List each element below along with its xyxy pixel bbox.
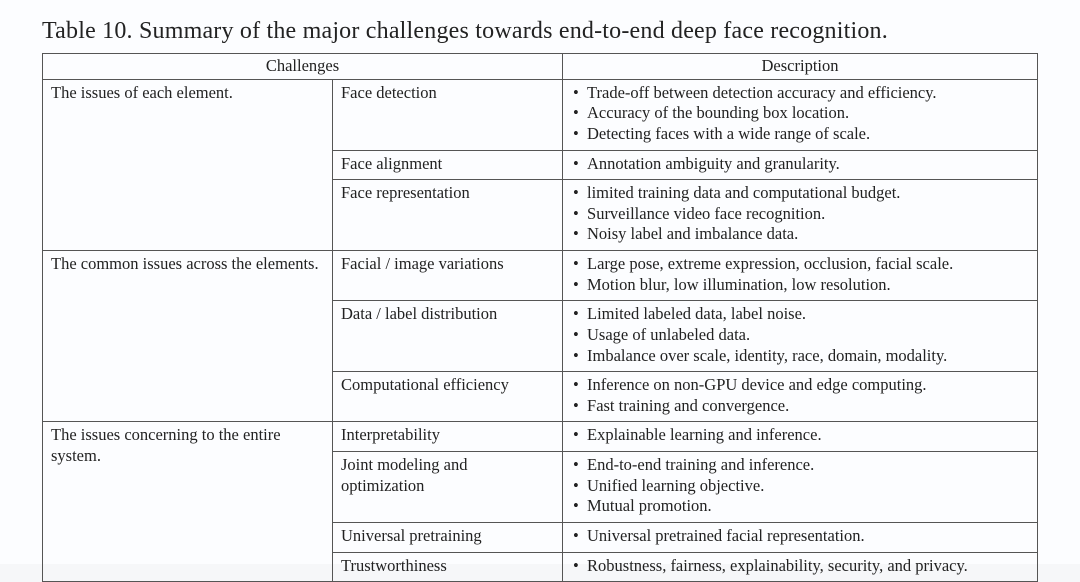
description-item: Annotation ambiguity and granularity. xyxy=(571,154,1029,175)
description-cell: limited training data and computational … xyxy=(563,180,1038,251)
description-list: Annotation ambiguity and granularity. xyxy=(571,154,1029,175)
group-label: The issues concerning to the entire syst… xyxy=(51,425,281,465)
challenge-label: Data / label distribution xyxy=(341,304,497,323)
challenge-label: Face alignment xyxy=(341,154,442,173)
description-item: Accuracy of the bounding box location. xyxy=(571,103,1029,124)
description-item: Explainable learning and inference. xyxy=(571,425,1029,446)
description-cell: Inference on non-GPU device and edge com… xyxy=(563,372,1038,422)
description-list: Large pose, extreme expression, occlusio… xyxy=(571,254,1029,295)
description-list: Explainable learning and inference. xyxy=(571,425,1029,446)
table-body: The issues of each element. Face detectio… xyxy=(43,79,1038,582)
description-item: Inference on non-GPU device and edge com… xyxy=(571,375,1029,396)
description-cell: Trade-off between detection accuracy and… xyxy=(563,79,1038,150)
description-cell: Annotation ambiguity and granularity. xyxy=(563,150,1038,180)
description-list: Inference on non-GPU device and edge com… xyxy=(571,375,1029,416)
description-item: Usage of unlabeled data. xyxy=(571,325,1029,346)
description-item: limited training data and computational … xyxy=(571,183,1029,204)
description-item: Imbalance over scale, identity, race, do… xyxy=(571,346,1029,367)
description-list: Universal pretrained facial representati… xyxy=(571,526,1029,547)
group-label: The common issues across the elements. xyxy=(51,254,319,273)
description-cell: Explainable learning and inference. xyxy=(563,422,1038,452)
group-label-cell: The issues concerning to the entire syst… xyxy=(43,422,333,582)
group-label: The issues of each element. xyxy=(51,83,233,102)
description-list: Robustness, fairness, explainability, se… xyxy=(571,556,1029,577)
challenge-cell: Data / label distribution xyxy=(333,301,563,372)
description-item: Detecting faces with a wide range of sca… xyxy=(571,124,1029,145)
challenge-cell: Facial / image variations xyxy=(333,251,563,301)
challenge-label: Universal pretraining xyxy=(341,526,482,545)
description-cell: Large pose, extreme expression, occlusio… xyxy=(563,251,1038,301)
description-cell: Robustness, fairness, explainability, se… xyxy=(563,552,1038,582)
header-challenges: Challenges xyxy=(43,54,563,80)
description-item: Fast training and convergence. xyxy=(571,396,1029,417)
page: Table 10. Summary of the major challenge… xyxy=(0,0,1080,564)
description-list: Trade-off between detection accuracy and… xyxy=(571,83,1029,145)
challenges-table: Challenges Description The issues of eac… xyxy=(42,53,1038,582)
challenge-label: Joint modeling and optimization xyxy=(341,455,468,495)
description-item: End-to-end training and inference. xyxy=(571,455,1029,476)
header-description: Description xyxy=(563,54,1038,80)
description-item: Universal pretrained facial representati… xyxy=(571,526,1029,547)
table-header: Challenges Description xyxy=(43,54,1038,80)
challenge-cell: Computational efficiency xyxy=(333,372,563,422)
challenge-label: Interpretability xyxy=(341,425,440,444)
description-list: limited training data and computational … xyxy=(571,183,1029,245)
challenge-cell: Universal pretraining xyxy=(333,522,563,552)
description-item: Limited labeled data, label noise. xyxy=(571,304,1029,325)
description-item: Large pose, extreme expression, occlusio… xyxy=(571,254,1029,275)
group-label-cell: The issues of each element. xyxy=(43,79,333,250)
description-list: End-to-end training and inference.Unifie… xyxy=(571,455,1029,517)
challenge-label: Trustworthiness xyxy=(341,556,447,575)
table-row: The issues concerning to the entire syst… xyxy=(43,422,1038,452)
description-item: Surveillance video face recognition. xyxy=(571,204,1029,225)
challenge-cell: Trustworthiness xyxy=(333,552,563,582)
group-label-cell: The common issues across the elements. xyxy=(43,251,333,422)
challenge-cell: Face alignment xyxy=(333,150,563,180)
table-caption: Table 10. Summary of the major challenge… xyxy=(42,18,1038,45)
challenge-label: Face detection xyxy=(341,83,437,102)
description-item: Trade-off between detection accuracy and… xyxy=(571,83,1029,104)
challenge-cell: Joint modeling and optimization xyxy=(333,452,563,523)
description-item: Mutual promotion. xyxy=(571,496,1029,517)
table-row: The common issues across the elements. Fa… xyxy=(43,251,1038,301)
challenge-label: Face representation xyxy=(341,183,470,202)
description-item: Unified learning objective. xyxy=(571,476,1029,497)
description-cell: End-to-end training and inference.Unifie… xyxy=(563,452,1038,523)
challenge-cell: Interpretability xyxy=(333,422,563,452)
challenge-label: Computational efficiency xyxy=(341,375,509,394)
description-list: Limited labeled data, label noise.Usage … xyxy=(571,304,1029,366)
challenge-label: Facial / image variations xyxy=(341,254,504,273)
description-cell: Limited labeled data, label noise.Usage … xyxy=(563,301,1038,372)
description-item: Motion blur, low illumination, low resol… xyxy=(571,275,1029,296)
description-cell: Universal pretrained facial representati… xyxy=(563,522,1038,552)
description-item: Robustness, fairness, explainability, se… xyxy=(571,556,1029,577)
challenge-cell: Face representation xyxy=(333,180,563,251)
table-row: The issues of each element. Face detectio… xyxy=(43,79,1038,150)
description-item: Noisy label and imbalance data. xyxy=(571,224,1029,245)
challenge-cell: Face detection xyxy=(333,79,563,150)
